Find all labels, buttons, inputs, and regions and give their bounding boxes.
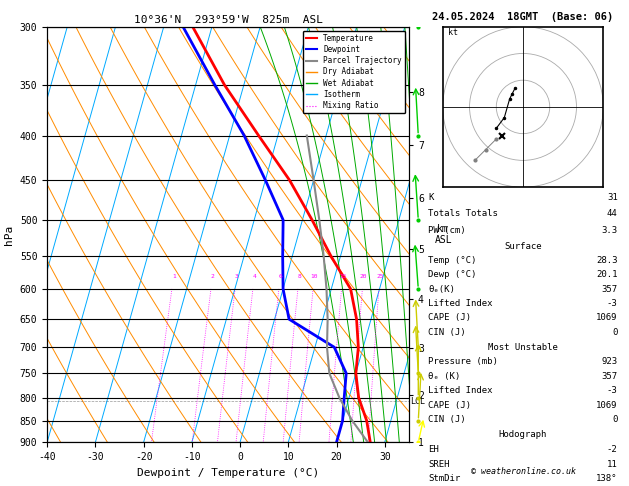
Text: -3: -3 <box>607 299 618 308</box>
Text: Dewp (°C): Dewp (°C) <box>428 270 477 279</box>
Text: Totals Totals: Totals Totals <box>428 209 498 218</box>
Text: EH: EH <box>428 445 439 454</box>
Text: CAPE (J): CAPE (J) <box>428 313 471 322</box>
Text: Pressure (mb): Pressure (mb) <box>428 357 498 366</box>
Text: PW (cm): PW (cm) <box>428 226 466 235</box>
Text: © weatheronline.co.uk: © weatheronline.co.uk <box>470 467 576 476</box>
Text: 25: 25 <box>376 274 384 278</box>
Text: θₑ (K): θₑ (K) <box>428 372 460 381</box>
Text: Surface: Surface <box>504 242 542 251</box>
Text: CAPE (J): CAPE (J) <box>428 400 471 410</box>
Text: 6: 6 <box>278 274 282 278</box>
Text: StmDir: StmDir <box>428 474 460 483</box>
Text: 0: 0 <box>612 328 618 337</box>
Text: 0: 0 <box>612 415 618 424</box>
Text: Temp (°C): Temp (°C) <box>428 256 477 265</box>
Text: 28.3: 28.3 <box>596 256 618 265</box>
Text: 24.05.2024  18GMT  (Base: 06): 24.05.2024 18GMT (Base: 06) <box>432 12 614 22</box>
X-axis label: Dewpoint / Temperature (°C): Dewpoint / Temperature (°C) <box>137 468 319 478</box>
Text: SREH: SREH <box>428 460 450 469</box>
Text: Most Unstable: Most Unstable <box>488 343 558 352</box>
Text: -3: -3 <box>607 386 618 395</box>
Text: 44: 44 <box>607 209 618 218</box>
Text: 4: 4 <box>252 274 256 278</box>
Text: 357: 357 <box>601 285 618 294</box>
Text: 31: 31 <box>607 193 618 202</box>
Text: CIN (J): CIN (J) <box>428 328 466 337</box>
Text: CIN (J): CIN (J) <box>428 415 466 424</box>
Text: Lifted Index: Lifted Index <box>428 386 493 395</box>
Text: 1069: 1069 <box>596 313 618 322</box>
Text: 20: 20 <box>360 274 367 278</box>
Text: 3: 3 <box>235 274 238 278</box>
Text: 20.1: 20.1 <box>596 270 618 279</box>
Text: 15: 15 <box>339 274 347 278</box>
Y-axis label: hPa: hPa <box>4 225 14 244</box>
Text: LCL: LCL <box>410 397 425 406</box>
Text: 3.3: 3.3 <box>601 226 618 235</box>
Legend: Temperature, Dewpoint, Parcel Trajectory, Dry Adiabat, Wet Adiabat, Isotherm, Mi: Temperature, Dewpoint, Parcel Trajectory… <box>303 31 405 113</box>
Text: 1: 1 <box>172 274 175 278</box>
Text: 1069: 1069 <box>596 400 618 410</box>
Text: 11: 11 <box>607 460 618 469</box>
Title: 10°36'N  293°59'W  825m  ASL: 10°36'N 293°59'W 825m ASL <box>133 15 323 25</box>
Text: 10: 10 <box>311 274 318 278</box>
Y-axis label: km
ASL: km ASL <box>435 224 452 245</box>
Text: Lifted Index: Lifted Index <box>428 299 493 308</box>
Text: K: K <box>428 193 434 202</box>
Text: 138°: 138° <box>596 474 618 483</box>
Text: 8: 8 <box>298 274 301 278</box>
Text: 2: 2 <box>211 274 214 278</box>
Text: Hodograph: Hodograph <box>499 431 547 439</box>
Text: 357: 357 <box>601 372 618 381</box>
Text: θₑ(K): θₑ(K) <box>428 285 455 294</box>
Text: 923: 923 <box>601 357 618 366</box>
Text: kt: kt <box>448 28 458 37</box>
Text: -2: -2 <box>607 445 618 454</box>
